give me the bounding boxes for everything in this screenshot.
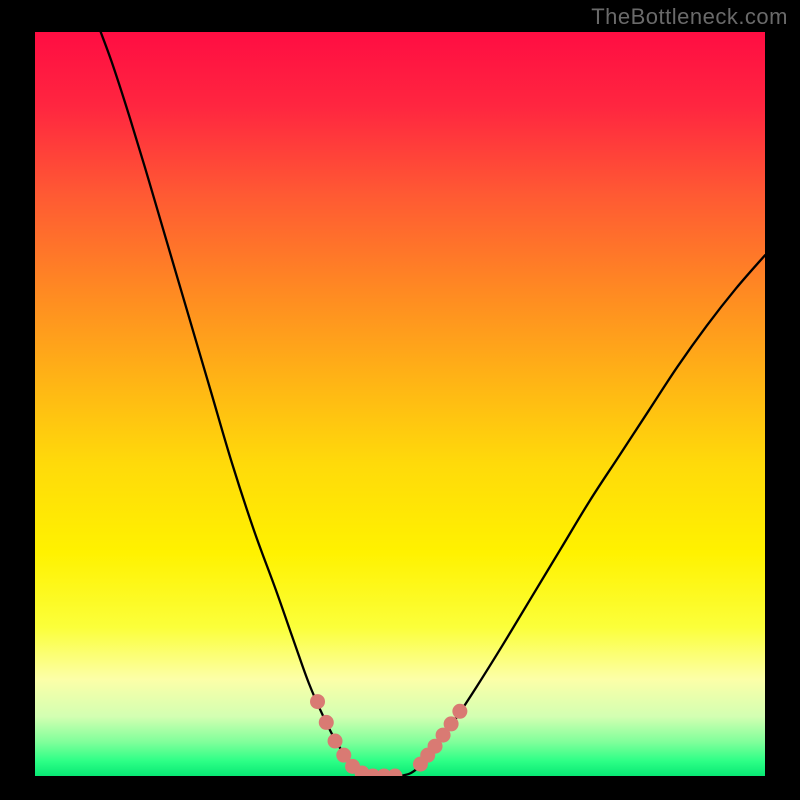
chart-frame: TheBottleneck.com: [0, 0, 800, 800]
gradient-rect: [35, 32, 765, 776]
gradient-background-svg: [35, 32, 765, 776]
watermark-text: TheBottleneck.com: [591, 4, 788, 30]
